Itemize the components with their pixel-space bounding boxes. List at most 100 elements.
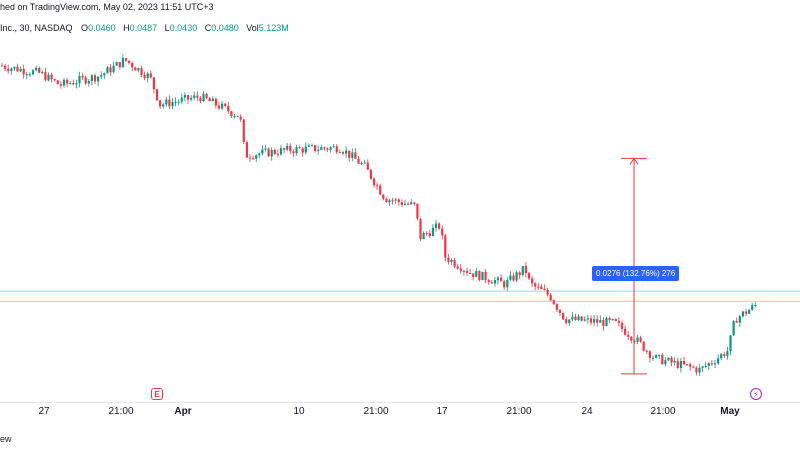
candle-body xyxy=(664,360,667,365)
candle-body xyxy=(518,272,521,275)
candle-body xyxy=(583,319,586,321)
candle-body xyxy=(7,68,10,72)
candle-body xyxy=(307,145,310,147)
candle-body xyxy=(481,271,484,281)
candle-body xyxy=(183,95,186,98)
footer-text: ew xyxy=(0,434,12,444)
candle-body xyxy=(648,351,651,358)
candle-body xyxy=(726,351,729,357)
candle-body xyxy=(190,97,193,100)
candle-body xyxy=(682,360,686,365)
candle-body xyxy=(493,280,496,284)
low-value: 0.0430 xyxy=(169,23,198,33)
candle-body xyxy=(602,320,605,327)
x-axis-line xyxy=(0,402,800,403)
candle-body xyxy=(298,147,301,149)
candle-body xyxy=(738,316,741,323)
dividend-marker-icon[interactable]: ⚡ xyxy=(750,388,762,400)
candle-body xyxy=(211,98,214,102)
candle-body xyxy=(512,275,515,281)
candle-body xyxy=(407,203,410,205)
open-label: O xyxy=(81,23,89,33)
candle-body xyxy=(118,62,121,68)
candle-body xyxy=(599,320,602,323)
candle-body xyxy=(403,203,407,205)
candle-body xyxy=(642,341,645,351)
candle-body xyxy=(38,67,41,73)
candle-body xyxy=(552,300,555,305)
candle-body xyxy=(438,223,441,229)
candle-body xyxy=(314,145,317,152)
candle-body xyxy=(434,223,438,228)
candle-body xyxy=(732,321,735,336)
earnings-marker-icon[interactable]: E xyxy=(151,388,163,400)
candle-body xyxy=(388,200,391,203)
candle-body xyxy=(543,289,546,291)
candle-body xyxy=(698,367,701,373)
candle-body xyxy=(614,319,617,321)
candle-body xyxy=(159,100,162,107)
candle-body xyxy=(379,185,382,195)
candle-body xyxy=(425,233,428,235)
candle-body xyxy=(605,317,608,327)
candle-body xyxy=(289,145,292,152)
candle-body xyxy=(22,68,25,75)
candle-body xyxy=(106,67,109,74)
candle-body xyxy=(193,95,196,98)
candle-body xyxy=(751,305,754,310)
candle-body xyxy=(62,79,66,86)
candle-body xyxy=(152,77,155,90)
candle-body xyxy=(534,283,537,287)
candle-body xyxy=(41,72,44,74)
candle-body xyxy=(239,116,242,120)
candle-body xyxy=(707,363,710,366)
candle-body xyxy=(447,257,450,262)
candle-body xyxy=(199,97,202,102)
candle-body xyxy=(44,72,47,81)
candle-body xyxy=(459,268,462,272)
candle-body xyxy=(351,152,354,158)
candle-body xyxy=(729,335,732,352)
candle-body xyxy=(0,65,4,67)
candle-body xyxy=(478,271,481,281)
candle-body xyxy=(97,76,100,82)
candle-body xyxy=(143,75,146,79)
candle-body xyxy=(658,354,661,356)
candle-body xyxy=(686,364,689,366)
candle-body xyxy=(283,148,286,150)
candle-body xyxy=(338,152,341,154)
candle-body xyxy=(134,67,137,71)
candle-body xyxy=(670,357,673,363)
candle-body xyxy=(128,60,131,63)
candle-body xyxy=(596,319,599,323)
candlestick-chart[interactable] xyxy=(0,0,800,402)
candle-body xyxy=(66,79,69,84)
candle-body xyxy=(589,318,593,323)
candle-body xyxy=(146,73,149,79)
candle-body xyxy=(165,99,168,105)
candle-body xyxy=(332,146,335,148)
candle-body xyxy=(701,366,704,368)
candle-body xyxy=(19,68,22,72)
candle-body xyxy=(335,146,338,153)
candle-body xyxy=(456,266,459,269)
candle-body xyxy=(310,145,314,147)
candle-body xyxy=(93,75,97,82)
candle-body xyxy=(329,147,332,150)
high-label: H xyxy=(123,23,130,33)
x-tick-label: 10 xyxy=(293,406,305,417)
candle-body xyxy=(286,145,289,150)
candle-body xyxy=(72,83,75,85)
candle-body xyxy=(484,271,487,281)
candle-body xyxy=(261,149,264,154)
candle-body xyxy=(242,119,245,143)
candle-body xyxy=(131,62,134,68)
candle-body xyxy=(354,152,357,159)
candle-body xyxy=(586,318,589,320)
candle-body xyxy=(692,366,695,368)
candle-body xyxy=(248,157,252,159)
candle-body xyxy=(496,277,500,281)
candle-body xyxy=(546,289,549,295)
candle-body xyxy=(676,360,679,368)
candle-body xyxy=(25,74,28,76)
